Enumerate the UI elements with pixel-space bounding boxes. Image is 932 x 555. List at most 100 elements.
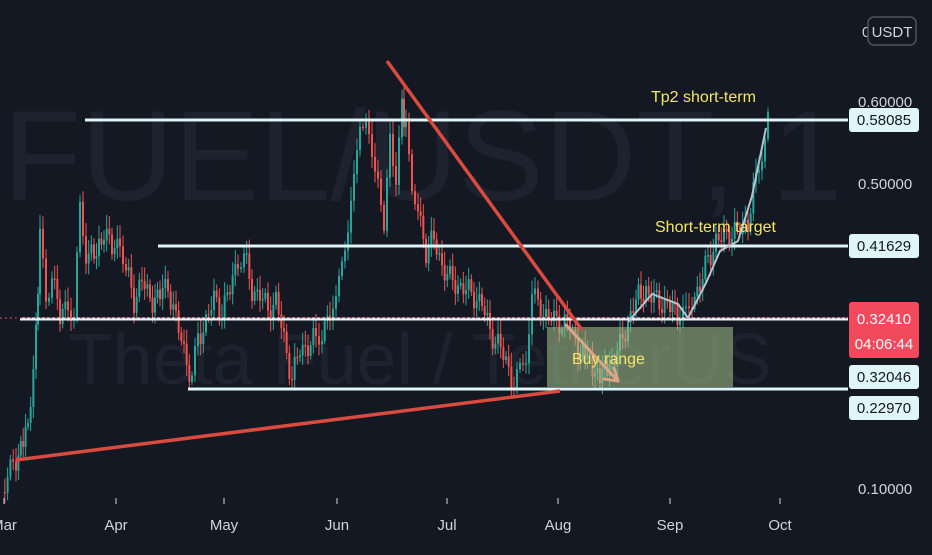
candle [113,248,116,255]
candle [510,366,513,388]
annotation-short-term-target[interactable]: Short-term target [655,219,776,236]
candle [6,476,9,493]
candle [688,306,690,308]
time-tick-label-oct: Oct [768,517,792,534]
candle [293,356,296,380]
candle [130,267,133,288]
time-axis[interactable]: Mar Apr May Jun Jul Aug Sep Oct [0,498,932,550]
descending-trendline[interactable] [385,59,584,332]
watermark-symbol: TFUEL/USDT, 1D [0,85,932,228]
candle [650,294,653,303]
price-tag-0.41629: 0.41629 [857,238,911,255]
candle [207,314,210,316]
currency-selector[interactable] [867,16,917,46]
candle [558,315,561,334]
candle [403,98,405,128]
candle [237,263,239,269]
candle [248,253,251,279]
candle [93,244,95,259]
annotation-buy-range[interactable]: Buy range [572,351,645,368]
candle [133,287,135,313]
candle [283,328,285,332]
candle [32,369,35,407]
candle [172,304,175,310]
candle [231,275,234,295]
candle [116,238,119,249]
candle [146,284,149,289]
candle [547,308,550,318]
candle [48,297,50,302]
projected-path [627,127,767,323]
price-tag-0.41629-bg [849,234,919,258]
price-tag-0.32046-bg [849,365,919,389]
candle [213,290,215,311]
candle [183,341,185,344]
arrow-to-buy-range[interactable] [564,323,620,383]
candle [100,238,103,245]
candle [269,310,272,321]
candle [243,253,245,268]
candle [704,255,707,280]
candle [516,369,518,389]
annotation-tp2-short-term[interactable]: Tp2 short-term [651,89,756,106]
candle [45,258,47,302]
candle [767,112,769,139]
candle [502,347,505,361]
candle [24,426,27,447]
candle [764,138,766,162]
candle [42,228,44,259]
candle [679,317,681,325]
candle [419,211,422,216]
candle [481,294,483,307]
candle [433,230,435,240]
axis-tick-label: 0.50000 [858,176,912,193]
candle [332,308,334,320]
candle [671,302,674,313]
price-tag-0.32046: 0.32046 [857,369,911,386]
candle [264,292,267,299]
horizontal-levels[interactable] [0,118,848,391]
candle [56,278,59,300]
candle [272,304,275,321]
time-tick-label-apr: Apr [104,517,127,534]
candle [151,297,154,313]
candle [103,240,105,245]
candle [528,334,530,364]
candle [470,279,473,293]
candle [95,256,98,259]
candle [380,178,382,205]
candle [414,191,416,205]
candle [105,228,108,241]
candle [185,343,188,365]
candle [3,492,6,494]
candle [169,291,172,310]
candle [141,279,143,282]
candle [180,332,183,342]
candle [291,378,293,381]
candle [483,306,486,316]
candle [569,320,571,331]
candle [234,263,237,276]
candle [70,310,72,321]
candle [9,459,12,477]
ascending-trendline[interactable] [15,389,561,462]
candle [22,441,25,447]
candle [731,238,733,247]
candle [37,294,39,325]
candle [728,231,731,247]
candle [304,344,307,347]
candle [422,215,425,240]
candle [531,294,533,335]
candle [321,341,323,345]
candle [758,170,760,173]
candle [489,312,491,329]
candle [401,98,403,138]
candle [167,278,169,292]
candle [318,336,320,345]
candle [90,244,93,254]
candle [663,299,666,313]
candle [362,126,364,129]
candle [699,286,701,292]
candle [408,121,410,155]
